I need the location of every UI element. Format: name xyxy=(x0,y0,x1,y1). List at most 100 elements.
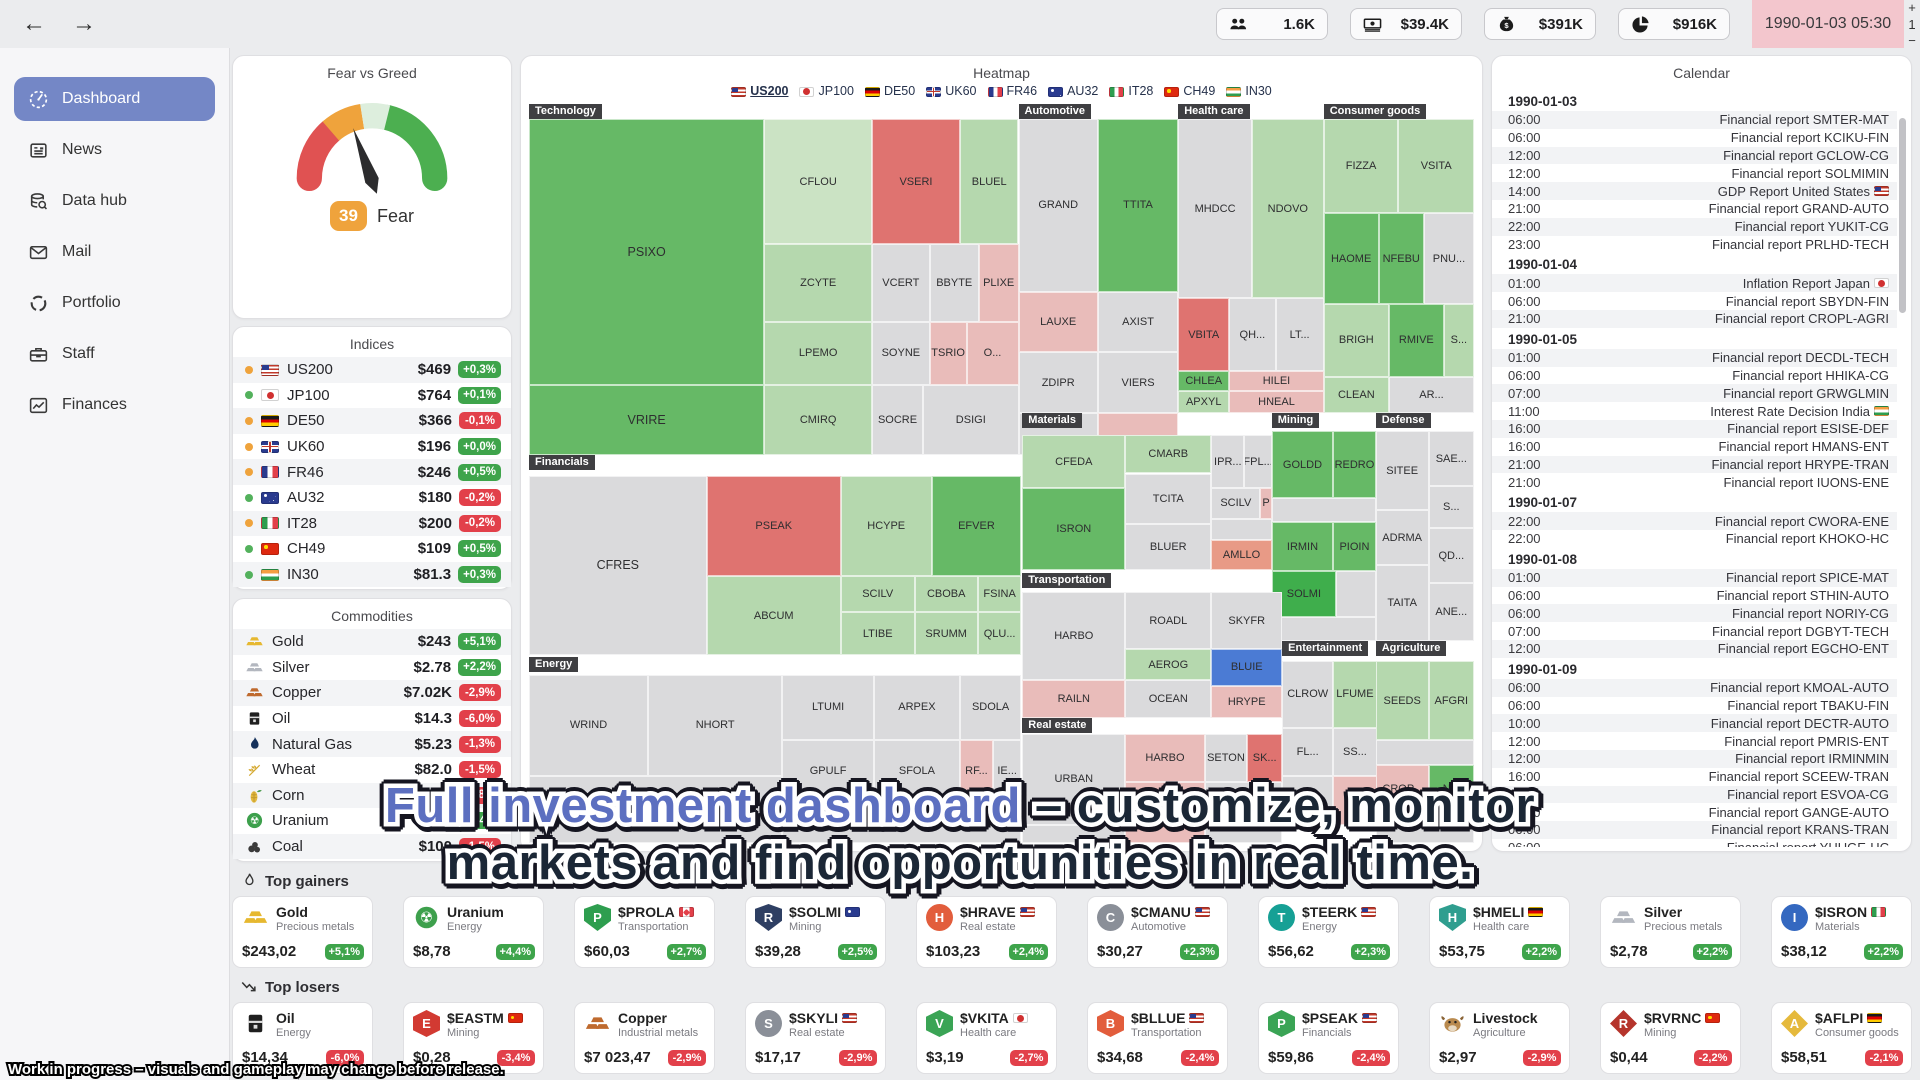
heatmap-tile[interactable]: LTIBE xyxy=(840,612,915,656)
heatmap-tile[interactable]: NDOVO xyxy=(1251,118,1324,299)
calendar-event-row[interactable]: 06:00 Financial report NORIY-CG xyxy=(1492,604,1897,623)
heatmap-tile[interactable]: HARBO xyxy=(1022,592,1126,680)
heatmap-tile[interactable]: LFUME xyxy=(1333,661,1377,728)
heatmap-tile[interactable] xyxy=(1022,824,1126,843)
heatmap-tile[interactable]: SCILV xyxy=(1211,488,1261,519)
calendar-event-row[interactable]: 01:00 Financial report DECDL-TECH xyxy=(1492,348,1897,367)
calendar-event-row[interactable]: 16:00 Financial report SCEEW-TRAN xyxy=(1492,768,1897,786)
heatmap-tile[interactable]: CROP... xyxy=(1375,764,1429,814)
heatmap-tile[interactable]: ROADL xyxy=(1125,592,1212,650)
commodity-row[interactable]: Coal $100 -1,5% xyxy=(233,833,511,860)
heatmap-tile[interactable]: ARPEX xyxy=(873,674,960,741)
heatmap-tile[interactable]: CMARB xyxy=(1125,435,1212,474)
calendar-event-row[interactable]: 11:00 Interest Rate Decision India xyxy=(1492,402,1897,420)
game-datetime[interactable]: 1990-01-03 05:30 xyxy=(1752,0,1904,48)
heatmap-tile[interactable] xyxy=(1271,616,1376,641)
heatmap-tile[interactable]: SAE... xyxy=(1428,431,1474,487)
calendar-event-row[interactable]: 06:00 Financial report KMOAL-AUTO xyxy=(1492,678,1897,697)
heatmap-tile[interactable]: TSRIO xyxy=(929,322,967,385)
sidebar-item-mail[interactable]: Mail xyxy=(14,230,215,274)
gainer-card[interactable]: I $ISRON Materials $38,12 +2,2% xyxy=(1771,896,1912,968)
back-button[interactable]: ← xyxy=(22,10,46,37)
heatmap-tile[interactable] xyxy=(1375,813,1474,843)
heatmap-tile[interactable]: VRIRE xyxy=(529,384,765,456)
heatmap-tile[interactable]: SOCRE xyxy=(872,384,924,456)
sidebar-item-dashboard[interactable]: Dashboard xyxy=(14,77,215,121)
heatmap-tile[interactable]: SFOLA xyxy=(873,740,960,801)
sidebar-item-data-hub[interactable]: Data hub xyxy=(14,179,215,223)
heatmap-tile[interactable]: PSIXO xyxy=(529,118,765,385)
gainer-card[interactable]: R $SOLMI Mining $39,28 +2,5% xyxy=(745,896,886,968)
index-row[interactable]: DE50 $366 -0,1% xyxy=(233,408,511,434)
heatmap-tab-in30[interactable]: IN30 xyxy=(1226,84,1272,99)
heatmap-tile[interactable]: TCITA xyxy=(1125,473,1212,525)
commodity-row[interactable]: Natural Gas $5.23 -1,3% xyxy=(233,731,511,757)
heatmap-tile[interactable]: QD... xyxy=(1428,528,1474,583)
heatmap-tile[interactable]: FL... xyxy=(1282,727,1334,777)
heatmap-tile[interactable] xyxy=(529,776,783,843)
heatmap-tile[interactable]: RMIVE xyxy=(1388,304,1444,377)
heatmap-tile[interactable]: HAOME xyxy=(1323,213,1379,305)
heatmap-tile[interactable]: PSEAK xyxy=(706,475,841,577)
sidebar-item-portfolio[interactable]: Portfolio xyxy=(14,281,215,325)
heatmap-tile[interactable] xyxy=(1204,782,1283,843)
heatmap-tab-us200[interactable]: US200 xyxy=(731,84,788,99)
calendar-event-row[interactable]: 22:00 Financial report CWORA-ENE xyxy=(1492,512,1897,530)
heatmap-tile[interactable]: OCEAN xyxy=(1125,679,1212,719)
heatmap-tile[interactable]: GRAND xyxy=(1018,118,1098,292)
heatmap-tile[interactable]: AEROG xyxy=(1125,649,1212,680)
heatmap-tab-it28[interactable]: IT28 xyxy=(1109,84,1153,99)
calendar-event-row[interactable]: 22:00 Financial report YUKIT-CG xyxy=(1492,217,1897,236)
calendar-event-row[interactable]: 06:00 Financial report HHIKA-CG xyxy=(1492,367,1897,385)
heatmap-tile[interactable]: TTITA xyxy=(1097,118,1179,292)
heatmap-tile[interactable]: PNU... xyxy=(1423,213,1474,305)
calendar-event-row[interactable]: 01:00 Financial report SPICE-MAT xyxy=(1492,568,1897,587)
calendar-event-row[interactable]: 06:00 Financial report SMTER-MAT xyxy=(1492,111,1897,129)
calendar-event-row[interactable]: 12:00 Financial report SOLMIMIN xyxy=(1492,164,1897,182)
gainer-card[interactable]: P $PROLA Transportation $60,03 +2,7% xyxy=(574,896,715,968)
heatmap-tile[interactable]: QH... xyxy=(1229,298,1276,371)
heatmap-tile[interactable]: VSITA xyxy=(1398,118,1474,214)
heatmap-tile[interactable]: LTUMI xyxy=(782,674,874,741)
heatmap-tile[interactable]: VBITA xyxy=(1178,298,1230,371)
heatmap-tab-ch49[interactable]: CH49 xyxy=(1164,84,1215,99)
calendar-event-row[interactable]: 01:00 Inflation Report Japan xyxy=(1492,274,1897,293)
index-row[interactable]: IN30 $81.3 +0,3% xyxy=(233,561,511,588)
loser-card[interactable]: S $SKYLI Real estate $17,17 -2,9% xyxy=(745,1002,886,1074)
index-row[interactable]: IT28 $200 -0,2% xyxy=(233,510,511,537)
heatmap-tile[interactable]: MHDCC xyxy=(1178,118,1252,299)
heatmap-tile[interactable]: SKYFR xyxy=(1211,592,1283,650)
calendar-event-row[interactable]: 12:00 Financial report IRMINMIN xyxy=(1492,749,1897,768)
speed-up-button[interactable]: + xyxy=(1908,0,1916,15)
heatmap-tile[interactable]: N... xyxy=(1428,764,1474,814)
heatmap-tile[interactable]: ISRON xyxy=(1022,488,1126,571)
heatmap-tile[interactable]: TAITA xyxy=(1375,565,1429,641)
heatmap-tile[interactable]: HCYPE xyxy=(840,475,932,577)
heatmap-tile[interactable]: NFEBU xyxy=(1378,213,1424,305)
heatmap-tile[interactable]: GPULF xyxy=(782,740,874,801)
heatmap-tile[interactable]: CBOBA xyxy=(914,576,978,613)
loser-card[interactable]: Livestock Agriculture $2,97 -2,9% xyxy=(1429,1002,1570,1074)
heatmap-tile[interactable]: ZDIPR xyxy=(1018,352,1098,413)
heatmap-tile[interactable]: FIZZA xyxy=(1323,118,1399,214)
loser-card[interactable]: A $AFLPI Consumer goods $58,51 -2,1% xyxy=(1771,1002,1912,1074)
heatmap-tile[interactable]: ADRMA xyxy=(1375,510,1429,566)
index-row[interactable]: FR46 $246 +0,5% xyxy=(233,459,511,485)
heatmap-tile[interactable]: SDOLA xyxy=(959,674,1022,741)
heatmap-tile[interactable]: SEEDS xyxy=(1375,661,1429,741)
sidebar-item-staff[interactable]: Staff xyxy=(14,332,215,376)
sidebar-item-finances[interactable]: Finances xyxy=(14,383,215,427)
heatmap-tile[interactable]: CMIRQ xyxy=(764,384,873,456)
heatmap-tile[interactable]: ZCYTE xyxy=(764,244,873,322)
calendar-event-row[interactable]: 21:00 Financial report IUONS-ENE xyxy=(1492,473,1897,491)
heatmap-tile[interactable]: NHORT xyxy=(648,674,783,777)
calendar-event-row[interactable]: 07:00 Financial report GRWGLMIN xyxy=(1492,384,1897,403)
heatmap-tile[interactable]: BBYTE xyxy=(929,244,979,322)
heatmap-tile[interactable]: S... xyxy=(1428,486,1474,529)
heatmap-tile[interactable]: AMLLO xyxy=(1211,540,1272,571)
heatmap-tile[interactable]: SRUMM xyxy=(914,612,978,656)
commodity-row[interactable]: Copper $7.02K -2,9% xyxy=(233,680,511,706)
heatmap-tile[interactable]: CHLEA xyxy=(1178,370,1230,392)
heatmap-tab-uk60[interactable]: UK60 xyxy=(926,84,977,99)
commodity-row[interactable]: ☢ Uranium $8.78 +4,4% xyxy=(233,808,511,834)
